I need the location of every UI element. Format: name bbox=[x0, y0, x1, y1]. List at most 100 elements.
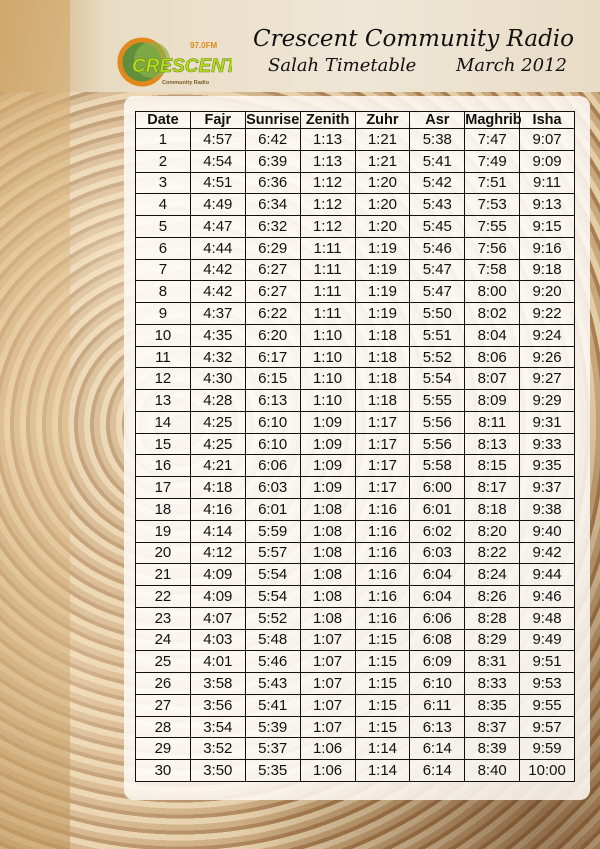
cell-zuhr: 1:14 bbox=[354, 737, 411, 761]
cell-date: 21 bbox=[135, 563, 191, 587]
cell-maghrib: 7:53 bbox=[464, 193, 521, 217]
cell-sunrise: 6:39 bbox=[244, 149, 301, 173]
cell-zuhr: 1:19 bbox=[354, 302, 411, 325]
cell-zenith: 1:11 bbox=[299, 258, 356, 282]
cell-date: 13 bbox=[135, 389, 191, 412]
cell-fajr: 4:01 bbox=[189, 650, 246, 674]
cell-maghrib: 8:22 bbox=[464, 541, 521, 565]
cell-zenith: 1:10 bbox=[299, 389, 356, 412]
cell-maghrib: 8:09 bbox=[464, 389, 521, 412]
cell-isha: 9:15 bbox=[519, 215, 575, 238]
cell-zenith: 1:11 bbox=[299, 280, 356, 304]
cell-zuhr: 1:17 bbox=[354, 476, 411, 500]
cell-zenith: 1:09 bbox=[299, 410, 356, 434]
cell-date: 29 bbox=[135, 737, 191, 761]
cell-asr: 5:45 bbox=[409, 215, 466, 238]
cell-asr: 6:09 bbox=[409, 650, 466, 674]
cell-fajr: 4:44 bbox=[189, 236, 246, 260]
cell-maghrib: 8:39 bbox=[464, 737, 521, 761]
cell-fajr: 4:16 bbox=[189, 498, 246, 521]
cell-fajr: 4:09 bbox=[189, 563, 246, 587]
cell-zenith: 1:11 bbox=[299, 302, 356, 325]
cell-asr: 5:43 bbox=[409, 193, 466, 217]
table-row: 14 4:25 6:10 1:09 1:17 5:56 8:11 9:31 bbox=[135, 410, 575, 434]
table-row: 7 4:42 6:27 1:11 1:19 5:47 7:58 9:18 bbox=[135, 258, 575, 282]
cell-maghrib: 7:51 bbox=[464, 171, 521, 195]
cell-sunrise: 5:41 bbox=[244, 693, 301, 717]
cell-fajr: 4:12 bbox=[189, 541, 246, 565]
cell-fajr: 3:52 bbox=[189, 737, 246, 761]
cell-zenith: 1:08 bbox=[299, 585, 356, 608]
cell-zuhr: 1:16 bbox=[354, 585, 411, 608]
salah-timetable: Date Fajr Sunrise Zenith Zuhr Asr Maghrib Isha … bbox=[135, 111, 575, 782]
cell-isha: 9:27 bbox=[519, 367, 575, 391]
cell-asr: 6:00 bbox=[409, 476, 466, 500]
cell-isha: 9:40 bbox=[519, 519, 575, 543]
cell-maghrib: 8:07 bbox=[464, 367, 521, 391]
cell-maghrib: 7:47 bbox=[464, 128, 521, 151]
cell-zenith: 1:10 bbox=[299, 323, 356, 347]
cell-zenith: 1:10 bbox=[299, 367, 356, 391]
cell-fajr: 4:54 bbox=[189, 149, 246, 173]
cell-zenith: 1:12 bbox=[299, 193, 356, 217]
cell-isha: 9:26 bbox=[519, 345, 575, 369]
column-header-date: Date bbox=[135, 111, 191, 129]
cell-fajr: 4:14 bbox=[189, 519, 246, 543]
cell-zenith: 1:09 bbox=[299, 432, 356, 456]
table-row: 8 4:42 6:27 1:11 1:19 5:47 8:00 9:20 bbox=[135, 280, 575, 304]
cell-zenith: 1:12 bbox=[299, 171, 356, 195]
svg-text:CRESCENT: CRESCENT bbox=[132, 56, 232, 77]
cell-maghrib: 7:58 bbox=[464, 258, 521, 282]
table-row: 22 4:09 5:54 1:08 1:16 6:04 8:26 9:46 bbox=[135, 585, 575, 608]
cell-fajr: 4:32 bbox=[189, 345, 246, 369]
cell-date: 24 bbox=[135, 628, 191, 652]
cell-zuhr: 1:17 bbox=[354, 454, 411, 478]
cell-zenith: 1:07 bbox=[299, 672, 356, 695]
cell-date: 15 bbox=[135, 432, 191, 456]
cell-isha: 9:57 bbox=[519, 715, 575, 739]
table-row: 15 4:25 6:10 1:09 1:17 5:56 8:13 9:33 bbox=[135, 432, 575, 456]
cell-zenith: 1:08 bbox=[299, 519, 356, 543]
cell-zenith: 1:08 bbox=[299, 541, 356, 565]
cell-zuhr: 1:17 bbox=[354, 432, 411, 456]
cell-maghrib: 8:13 bbox=[464, 432, 521, 456]
cell-sunrise: 6:10 bbox=[244, 410, 301, 434]
cell-zuhr: 1:16 bbox=[354, 541, 411, 565]
column-header-asr: Asr bbox=[409, 111, 466, 129]
cell-date: 11 bbox=[135, 345, 191, 369]
cell-maghrib: 7:56 bbox=[464, 236, 521, 260]
cell-asr: 5:50 bbox=[409, 302, 466, 325]
cell-zuhr: 1:16 bbox=[354, 519, 411, 543]
cell-sunrise: 6:10 bbox=[244, 432, 301, 456]
cell-zuhr: 1:18 bbox=[354, 389, 411, 412]
cell-fajr: 4:25 bbox=[189, 410, 246, 434]
cell-zuhr: 1:21 bbox=[354, 128, 411, 151]
cell-zenith: 1:09 bbox=[299, 476, 356, 500]
cell-date: 17 bbox=[135, 476, 191, 500]
cell-maghrib: 8:06 bbox=[464, 345, 521, 369]
table-row: 30 3:50 5:35 1:06 1:14 6:14 8:40 10:00 bbox=[135, 759, 575, 782]
cell-maghrib: 8:29 bbox=[464, 628, 521, 652]
cell-date: 25 bbox=[135, 650, 191, 674]
cell-isha: 9:51 bbox=[519, 650, 575, 674]
cell-asr: 6:13 bbox=[409, 715, 466, 739]
cell-date: 18 bbox=[135, 498, 191, 521]
cell-asr: 5:56 bbox=[409, 432, 466, 456]
table-row: 26 3:58 5:43 1:07 1:15 6:10 8:33 9:53 bbox=[135, 672, 575, 695]
cell-date: 30 bbox=[135, 759, 191, 782]
cell-zenith: 1:09 bbox=[299, 454, 356, 478]
table-row: 13 4:28 6:13 1:10 1:18 5:55 8:09 9:29 bbox=[135, 389, 575, 412]
cell-fajr: 4:25 bbox=[189, 432, 246, 456]
cell-sunrise: 5:46 bbox=[244, 650, 301, 674]
cell-fajr: 4:35 bbox=[189, 323, 246, 347]
cell-zenith: 1:08 bbox=[299, 563, 356, 587]
cell-maghrib: 8:20 bbox=[464, 519, 521, 543]
header-background bbox=[0, 0, 600, 92]
cell-maghrib: 8:04 bbox=[464, 323, 521, 347]
cell-zuhr: 1:15 bbox=[354, 715, 411, 739]
cell-asr: 6:14 bbox=[409, 759, 466, 782]
cell-sunrise: 6:06 bbox=[244, 454, 301, 478]
column-header-fajr: Fajr bbox=[189, 111, 246, 129]
cell-date: 4 bbox=[135, 193, 191, 217]
cell-zenith: 1:10 bbox=[299, 345, 356, 369]
